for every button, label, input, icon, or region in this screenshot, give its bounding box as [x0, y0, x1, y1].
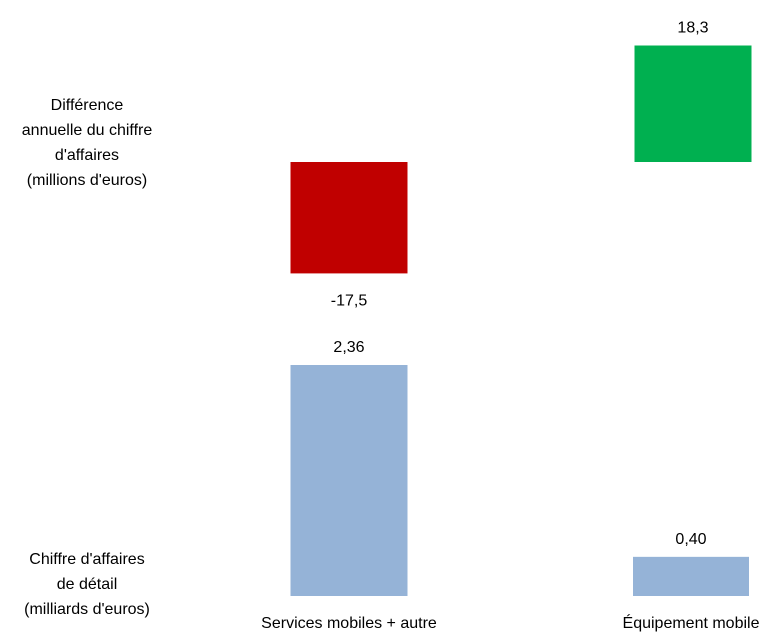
top-row-label-line-4: (millions d'euros): [26, 172, 148, 189]
sales-value-label-1: 2,36: [333, 339, 364, 356]
difference-value-label-2: 18,3: [677, 20, 708, 37]
bottom-row-label-line-2: de détail: [56, 576, 118, 593]
top-row-label-line-1: Différence: [50, 97, 124, 114]
difference-bar-1: [290, 162, 408, 274]
sales-bar-1: [290, 365, 408, 596]
category-label-2: Équipement mobile: [623, 613, 760, 632]
sales-value-label-2: 0,40: [675, 531, 706, 548]
category-label-1: Services mobiles + autre: [261, 615, 437, 632]
bottom-row-label-line-1: Chiffre d'affaires: [29, 551, 145, 568]
difference-bar-2: [634, 45, 752, 162]
bottom-row-label: Chiffre d'affaires de détail (milliards …: [0, 547, 182, 622]
top-row-label: Différence annuelle du chiffre d'affaire…: [0, 93, 182, 193]
top-row-label-line-2: annuelle du chiffre: [21, 122, 153, 139]
difference-value-label-1: -17,5: [331, 292, 368, 309]
sales-bar-2: [633, 556, 749, 596]
top-row-label-line-3: d'affaires: [54, 147, 120, 164]
bottom-row-label-line-3: (milliards d'euros): [24, 601, 150, 618]
